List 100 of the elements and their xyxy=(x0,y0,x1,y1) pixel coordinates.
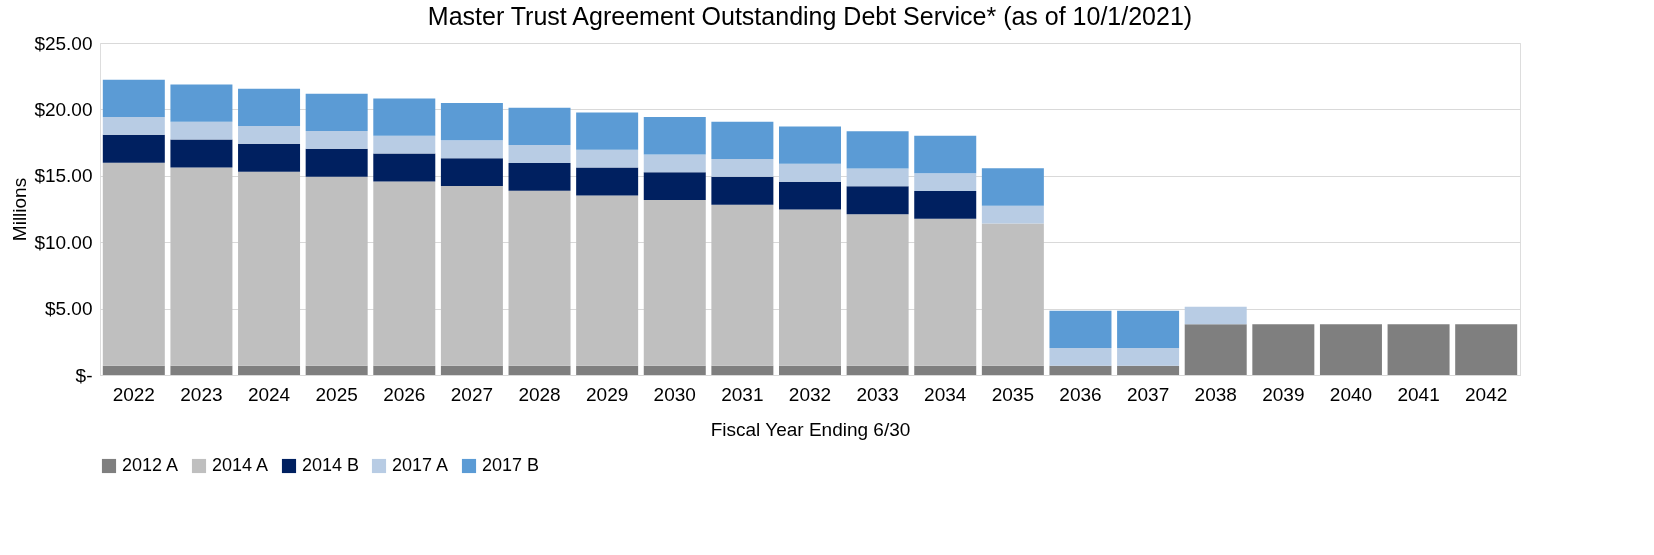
legend-label: 2014 B xyxy=(302,455,360,475)
bar xyxy=(170,167,233,366)
bar xyxy=(305,131,368,149)
x-tick-label: 2028 xyxy=(518,383,561,405)
bar xyxy=(981,168,1044,206)
legend-label: 2014 A xyxy=(212,455,269,475)
bar xyxy=(238,143,301,172)
x-tick-label: 2034 xyxy=(924,383,967,405)
legend-label: 2012 A xyxy=(122,455,179,475)
bar xyxy=(305,176,368,366)
bar xyxy=(711,121,774,160)
bar xyxy=(643,365,706,375)
x-tick-label: 2030 xyxy=(653,383,696,405)
bar xyxy=(1252,324,1315,375)
bar xyxy=(238,88,301,126)
bar xyxy=(373,365,436,375)
bar xyxy=(711,365,774,375)
bar xyxy=(711,204,774,366)
bar xyxy=(508,107,571,146)
x-tick-label: 2037 xyxy=(1126,383,1170,405)
x-tick-label: 2033 xyxy=(856,383,899,405)
bar xyxy=(508,145,571,163)
x-tick-label: 2042 xyxy=(1465,383,1508,405)
bar xyxy=(576,195,639,366)
x-axis-title: Fiscal Year Ending 6/30 xyxy=(710,418,911,440)
x-tick-label: 2040 xyxy=(1329,383,1373,405)
bar xyxy=(1117,365,1180,375)
bar xyxy=(102,79,165,117)
bar xyxy=(373,135,436,154)
bar xyxy=(1184,306,1247,325)
bar xyxy=(981,223,1044,366)
x-tick-label: 2038 xyxy=(1194,383,1237,405)
x-tick-label: 2039 xyxy=(1262,383,1305,405)
bar xyxy=(102,162,165,366)
legend-label: 2017 B xyxy=(482,455,540,475)
bar xyxy=(1049,348,1112,366)
bar xyxy=(508,190,571,366)
bar xyxy=(305,365,368,375)
bar xyxy=(1049,365,1112,375)
chart-title: Master Trust Agreement Outstanding Debt Service* (as of 10/1/2021) xyxy=(427,2,1193,30)
bar xyxy=(846,131,909,169)
bar xyxy=(508,365,571,375)
bar xyxy=(170,84,233,122)
bar xyxy=(305,148,368,177)
x-tick-label: 2029 xyxy=(586,383,629,405)
x-tick-label: 2031 xyxy=(721,383,764,405)
bar xyxy=(170,121,233,140)
bar xyxy=(1117,310,1180,349)
bar xyxy=(711,176,774,205)
y-axis-title: Millions xyxy=(9,177,31,242)
bar xyxy=(846,186,909,215)
bar xyxy=(102,134,165,163)
legend-label: 2017 A xyxy=(392,455,449,475)
bar xyxy=(1049,310,1112,349)
bar xyxy=(373,181,436,366)
x-tick-label: 2025 xyxy=(315,383,358,405)
bar xyxy=(914,173,977,191)
bar xyxy=(846,365,909,375)
bar xyxy=(1319,324,1382,375)
bar xyxy=(643,172,706,201)
y-tick-label: $5.00 xyxy=(44,298,93,320)
bar xyxy=(238,365,301,375)
bar xyxy=(914,365,977,375)
bar xyxy=(440,140,503,159)
y-tick-label: $15.00 xyxy=(34,165,93,187)
bar xyxy=(914,190,977,219)
bar xyxy=(779,163,841,182)
bar xyxy=(576,167,639,196)
x-tick-label: 2026 xyxy=(383,383,426,405)
y-tick-label: $- xyxy=(75,364,93,386)
y-tick-label: $25.00 xyxy=(34,32,93,54)
bar xyxy=(238,126,301,144)
bar xyxy=(981,365,1044,375)
bar xyxy=(779,209,841,366)
y-tick-label: $20.00 xyxy=(34,98,93,120)
bar xyxy=(643,117,706,155)
bar xyxy=(440,158,503,187)
bar xyxy=(305,93,368,132)
y-tick-label: $10.00 xyxy=(34,231,93,253)
x-tick-label: 2027 xyxy=(450,383,494,405)
bar xyxy=(440,365,503,375)
x-tick-label: 2022 xyxy=(112,383,155,405)
bar xyxy=(846,168,909,187)
x-tick-label: 2041 xyxy=(1397,383,1440,405)
x-tick-label: 2036 xyxy=(1059,383,1102,405)
bar xyxy=(373,98,436,136)
bar xyxy=(440,103,503,141)
bar xyxy=(1184,324,1247,375)
x-tick-label: 2024 xyxy=(247,383,291,405)
bar xyxy=(170,365,233,375)
bar xyxy=(440,186,503,366)
bar xyxy=(576,149,639,168)
bar xyxy=(1387,324,1450,375)
x-tick-label: 2023 xyxy=(180,383,223,405)
bar xyxy=(779,365,841,375)
x-tick-label: 2035 xyxy=(991,383,1034,405)
bar xyxy=(643,200,706,366)
bar xyxy=(576,112,639,150)
bar xyxy=(102,116,165,135)
bar xyxy=(981,205,1044,224)
